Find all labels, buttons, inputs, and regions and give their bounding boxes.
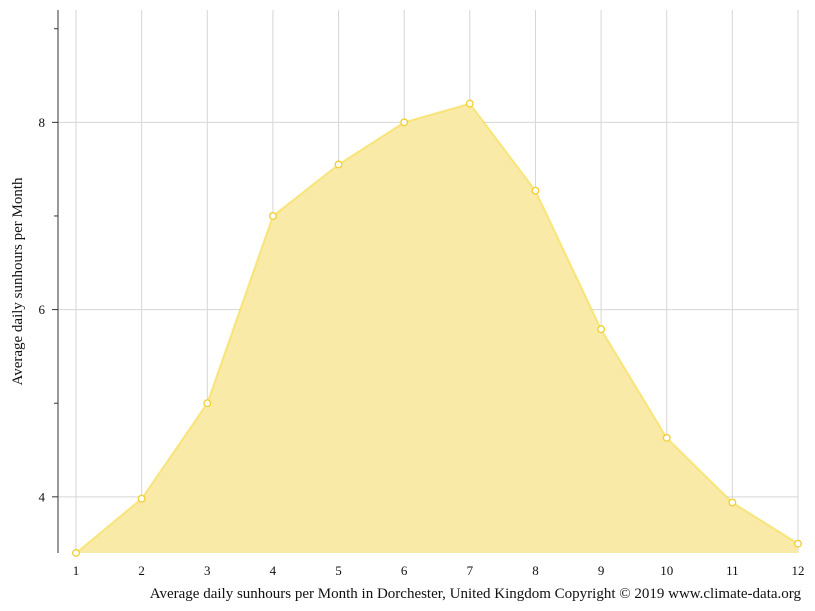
data-points xyxy=(72,99,802,557)
data-point-month-11 xyxy=(728,498,737,507)
data-point-month-5 xyxy=(334,160,343,169)
x-tick-label-3: 3 xyxy=(204,563,211,578)
data-point-month-4 xyxy=(268,212,277,220)
x-tick-label-9: 9 xyxy=(598,563,605,578)
data-point-month-9 xyxy=(597,325,606,334)
x-tick-label-4: 4 xyxy=(270,563,277,578)
area-fill xyxy=(76,103,798,553)
data-point-month-2 xyxy=(137,494,146,503)
data-point-month-10 xyxy=(662,433,671,442)
series-area xyxy=(75,102,799,554)
x-tick-label-12: 12 xyxy=(792,563,805,578)
series-line xyxy=(75,102,799,554)
x-tick-label-5: 5 xyxy=(335,563,342,578)
x-tick-label-7: 7 xyxy=(467,563,474,578)
axes xyxy=(52,10,59,553)
data-point-month-12 xyxy=(794,539,802,548)
x-tick-label-1: 1 xyxy=(73,563,80,578)
x-tick-label-10: 10 xyxy=(660,563,673,578)
y-tick-label-6: 6 xyxy=(39,302,46,317)
data-point-month-7 xyxy=(465,99,474,108)
x-tick-label-11: 11 xyxy=(726,563,739,578)
y-tick-label-4: 4 xyxy=(39,489,46,504)
data-point-month-8 xyxy=(531,186,540,195)
chart-caption: Average daily sunhours per Month in Dorc… xyxy=(150,586,802,602)
y-tick-label-8: 8 xyxy=(39,115,46,130)
x-tick-label-8: 8 xyxy=(532,563,539,578)
x-tick-label-6: 6 xyxy=(401,563,408,578)
y-axis-title: Average daily sunhours per Month xyxy=(10,177,26,386)
data-point-month-1 xyxy=(72,549,80,557)
data-point-month-6 xyxy=(400,118,409,127)
data-point-month-3 xyxy=(203,399,212,408)
x-tick-label-2: 2 xyxy=(138,563,145,578)
